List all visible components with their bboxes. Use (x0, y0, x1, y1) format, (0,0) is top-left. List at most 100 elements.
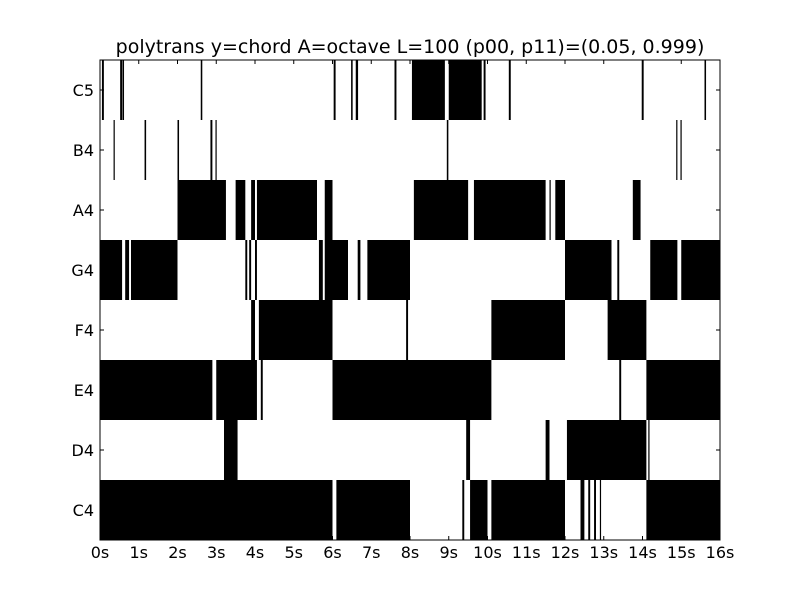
note-active-segment (245, 240, 248, 300)
x-tick-label: 7s (362, 543, 381, 562)
note-active-segment (215, 120, 217, 180)
row-e4 (100, 360, 720, 420)
x-tick-label: 12s (551, 543, 580, 562)
note-active-segment (224, 420, 238, 480)
note-active-segment (411, 60, 445, 120)
note-active-segment (646, 480, 720, 540)
x-tick-label: 13s (589, 543, 618, 562)
note-active-segment (555, 180, 565, 240)
note-active-segment (446, 120, 449, 180)
note-active-segment (324, 240, 348, 300)
note-active-segment (216, 360, 257, 420)
note-active-segment (549, 180, 551, 240)
row-d4 (224, 420, 650, 480)
note-active-segment (632, 180, 641, 240)
x-tick-label: 1s (129, 543, 148, 562)
note-active-segment (122, 60, 125, 120)
note-active-segment (650, 240, 678, 300)
note-active-segment (619, 360, 622, 420)
note-active-segment (483, 60, 486, 120)
note-active-segment (473, 180, 546, 240)
x-tick-label: 4s (246, 543, 265, 562)
y-tick-label: E4 (74, 381, 94, 400)
note-active-segment (177, 120, 180, 180)
x-tick-label: 2s (168, 543, 187, 562)
row-g4 (100, 240, 720, 300)
note-active-segment (200, 60, 203, 120)
note-active-segment (704, 60, 707, 120)
note-active-segment (177, 180, 226, 240)
note-active-segment (332, 360, 492, 420)
x-tick-label: 5s (284, 543, 303, 562)
note-active-segment (462, 480, 465, 540)
note-active-segment (491, 300, 565, 360)
x-tick-label: 9s (439, 543, 458, 562)
note-active-segment (113, 120, 115, 180)
y-tick-label: C5 (73, 81, 94, 100)
x-tick-label: 3s (207, 543, 226, 562)
note-active-segment (260, 360, 263, 420)
note-active-segment (681, 240, 720, 300)
row-a4 (177, 180, 641, 240)
note-active-segment (413, 180, 469, 240)
note-active-segment (599, 480, 602, 540)
x-axis: 0s 1s 2s 3s 4s 5s 6s 7s 8s 9s 10s 11s 12s 13s 14s 15s 16… (91, 60, 734, 562)
note-active-segment (251, 180, 255, 240)
y-tick-label: A4 (73, 201, 94, 220)
x-tick-label: 11s (512, 543, 541, 562)
x-tick-label: 10s (473, 543, 502, 562)
note-active-segment (333, 60, 336, 120)
note-active-segment (594, 480, 596, 540)
note-active-segment (249, 240, 252, 300)
plot-frame (99, 59, 721, 541)
y-tick-label: C4 (73, 501, 94, 520)
note-active-segment (355, 60, 359, 120)
note-active-segment (318, 240, 323, 300)
x-tick-label: 6s (323, 543, 342, 562)
row-c5 (101, 60, 707, 120)
note-active-segment (100, 240, 123, 300)
note-active-segment (367, 240, 410, 300)
note-active-segment (588, 480, 591, 540)
note-active-segment (648, 420, 650, 480)
y-axis: C5 B4 A4 G4 F4 E4 D4 C4 (71, 81, 720, 520)
y-tick-label: D4 (72, 441, 95, 460)
note-active-segment (324, 180, 333, 240)
note-active-segment (508, 60, 511, 120)
note-active-segment (676, 120, 678, 180)
x-tick-label: 15s (667, 543, 696, 562)
note-active-segment (680, 120, 682, 180)
note-active-segment (144, 120, 147, 180)
note-active-segment (641, 60, 644, 120)
note-active-segment (466, 420, 471, 480)
note-active-segment (580, 480, 585, 540)
note-active-segment (210, 120, 213, 180)
x-tick-label: 8s (401, 543, 420, 562)
note-active-segment (336, 480, 410, 540)
note-active-segment (448, 60, 482, 120)
note-active-segment (100, 360, 213, 420)
note-active-segment (235, 180, 246, 240)
plot-area (100, 60, 720, 540)
row-f4 (251, 300, 647, 360)
note-active-segment (566, 420, 647, 480)
row-c4 (100, 480, 720, 540)
x-tick-label: 14s (628, 543, 657, 562)
note-active-segment (131, 240, 178, 300)
chart-title: polytrans y=chord A=octave L=100 (p00, p… (116, 36, 705, 58)
note-active-segment (120, 60, 123, 120)
note-active-segment (617, 240, 620, 300)
note-active-segment (251, 300, 255, 360)
note-active-segment (406, 300, 409, 360)
y-tick-label: B4 (73, 141, 94, 160)
note-active-segment (470, 480, 488, 540)
note-active-segment (256, 180, 317, 240)
y-tick-label: F4 (75, 321, 94, 340)
y-tick-label: G4 (71, 261, 94, 280)
note-active-segment (351, 60, 353, 120)
note-active-segment (565, 240, 612, 300)
note-active-segment (125, 240, 130, 300)
note-active-segment (545, 420, 550, 480)
note-active-segment (491, 480, 565, 540)
